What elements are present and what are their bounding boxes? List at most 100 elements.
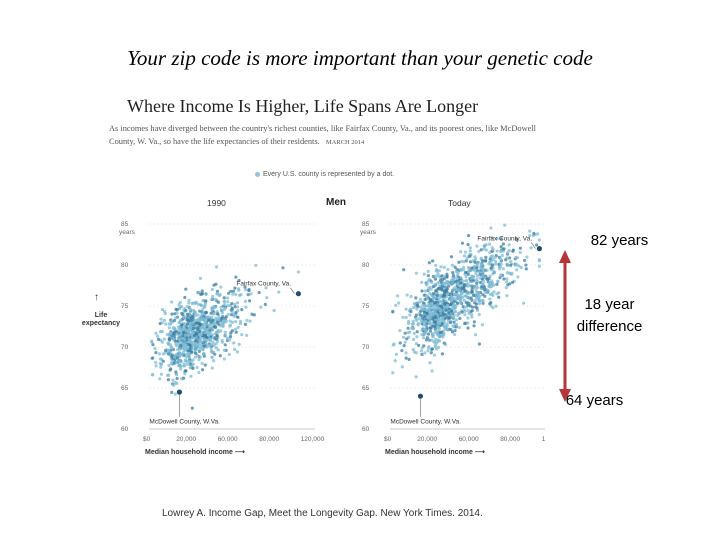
county-dot (159, 365, 163, 369)
county-dot (226, 313, 230, 317)
county-dot (427, 345, 431, 349)
county-dot (503, 223, 507, 227)
county-dot (460, 286, 464, 290)
county-dot (471, 275, 476, 279)
county-dot (453, 276, 458, 280)
county-dot (490, 236, 494, 240)
county-dot (430, 280, 434, 284)
county-dot (488, 250, 492, 255)
county-dot (463, 250, 468, 254)
county-dot (215, 320, 220, 324)
county-dot (233, 347, 237, 352)
county-dot (201, 298, 205, 303)
panel-title-today: Today (448, 198, 471, 208)
county-dot (406, 321, 411, 326)
county-dot (154, 360, 158, 364)
county-dot (186, 329, 190, 333)
county-dot (168, 322, 173, 326)
county-dot (481, 299, 485, 303)
panel-title-1990: 1990 (207, 198, 226, 208)
county-dot (431, 324, 435, 328)
county-dot (476, 291, 481, 295)
y-tick-label: 85 (121, 221, 129, 228)
county-dot (393, 359, 397, 363)
county-dot (216, 312, 220, 316)
county-dot (209, 343, 213, 347)
county-dot (406, 331, 410, 335)
county-dot (528, 234, 532, 238)
county-dot (188, 340, 192, 344)
county-dot (187, 359, 192, 363)
county-dot (453, 288, 457, 292)
county-dot (446, 282, 450, 286)
county-dot (456, 311, 461, 316)
county-dot (164, 348, 168, 352)
county-dot (176, 356, 180, 360)
county-dot (420, 308, 424, 312)
county-dot (175, 311, 179, 315)
county-dot (174, 316, 178, 320)
county-dot (437, 334, 441, 338)
county-dot (507, 256, 512, 260)
county-dot (185, 346, 189, 350)
county-dot (436, 302, 441, 306)
county-dot (187, 355, 191, 359)
county-dot (468, 249, 472, 253)
county-dot (466, 303, 470, 307)
county-dot (214, 316, 218, 320)
county-dot (159, 317, 163, 321)
county-dot (493, 255, 497, 260)
county-dot (223, 343, 227, 347)
county-dot (180, 323, 184, 327)
county-dot (489, 255, 493, 259)
county-dot (219, 305, 223, 309)
county-dot (204, 321, 208, 326)
county-dot (176, 347, 180, 352)
county-dot (466, 290, 470, 295)
county-dot (166, 352, 171, 356)
county-dot (470, 315, 474, 319)
county-dot (170, 300, 174, 304)
county-dot (216, 339, 220, 344)
county-dot (477, 299, 482, 303)
county-dot (195, 365, 199, 370)
county-dot (469, 296, 473, 300)
county-dot (410, 322, 414, 326)
county-dot (172, 355, 176, 359)
county-dot (442, 294, 447, 298)
county-dot (407, 357, 411, 361)
county-dot (450, 263, 455, 267)
county-dot (454, 297, 458, 301)
county-dot (467, 234, 471, 238)
county-dot (210, 308, 214, 312)
county-dot (499, 257, 503, 261)
county-dot (480, 259, 485, 263)
county-dot (518, 250, 522, 255)
highlight-dot (295, 291, 301, 297)
county-dot (404, 315, 408, 320)
county-dot (461, 304, 465, 309)
county-dot (514, 255, 518, 259)
county-dot (243, 285, 247, 289)
county-dot (404, 351, 408, 355)
county-dot (184, 308, 188, 313)
county-dot (423, 297, 427, 301)
county-dot (422, 311, 427, 315)
county-dot (431, 335, 435, 339)
county-dot (457, 325, 462, 330)
county-dot (459, 267, 463, 271)
county-dot (187, 298, 191, 302)
county-dot (194, 332, 198, 336)
county-dot (220, 322, 224, 326)
county-dot (400, 365, 404, 369)
county-dot (416, 304, 420, 309)
county-dot (537, 238, 541, 242)
county-dot (405, 337, 409, 341)
county-dot (203, 331, 208, 335)
county-dot (478, 272, 482, 276)
county-dot (219, 285, 223, 289)
county-dot (238, 321, 243, 326)
county-dot (199, 339, 203, 343)
county-dot (415, 307, 419, 311)
county-dot (214, 282, 218, 286)
